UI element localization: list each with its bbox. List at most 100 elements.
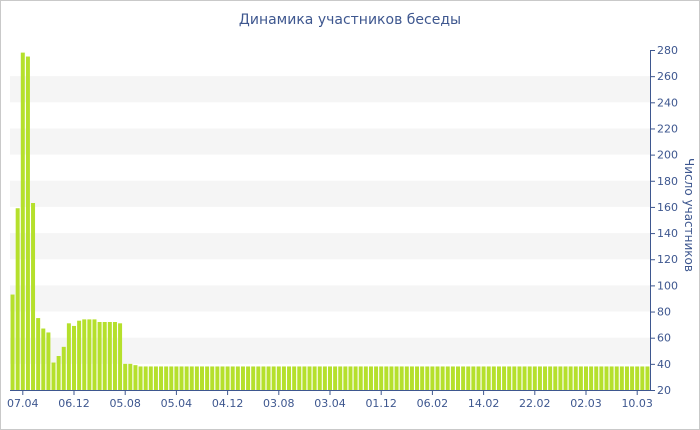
bar[interactable]: [266, 366, 271, 390]
bar[interactable]: [512, 366, 517, 390]
bar[interactable]: [394, 366, 399, 390]
bar[interactable]: [333, 366, 338, 390]
bar[interactable]: [287, 366, 292, 390]
bar[interactable]: [51, 362, 56, 390]
bar[interactable]: [189, 366, 194, 390]
bar[interactable]: [174, 366, 179, 390]
bar[interactable]: [15, 208, 20, 390]
bar[interactable]: [358, 366, 363, 390]
bar[interactable]: [312, 366, 317, 390]
bar[interactable]: [589, 366, 594, 390]
bar[interactable]: [584, 366, 588, 390]
bar[interactable]: [200, 366, 204, 390]
bar[interactable]: [292, 366, 297, 390]
bar[interactable]: [604, 366, 609, 390]
bar[interactable]: [563, 366, 568, 390]
bar[interactable]: [133, 365, 138, 390]
bar[interactable]: [532, 366, 537, 390]
bar[interactable]: [461, 366, 466, 390]
bar[interactable]: [368, 366, 373, 390]
bar[interactable]: [353, 366, 358, 390]
bar[interactable]: [558, 366, 563, 390]
bar[interactable]: [548, 366, 553, 390]
bar[interactable]: [92, 319, 97, 390]
bar[interactable]: [389, 366, 394, 390]
bar[interactable]: [20, 52, 25, 390]
bar[interactable]: [430, 366, 435, 390]
bar[interactable]: [415, 366, 420, 390]
bar[interactable]: [543, 366, 548, 390]
bar[interactable]: [573, 366, 578, 390]
bar[interactable]: [276, 366, 281, 390]
bar[interactable]: [517, 366, 522, 390]
bar[interactable]: [384, 366, 389, 390]
bar[interactable]: [471, 366, 476, 390]
bar[interactable]: [466, 366, 471, 390]
bar[interactable]: [31, 203, 36, 390]
bar[interactable]: [128, 363, 133, 390]
bar[interactable]: [184, 366, 189, 390]
bar[interactable]: [594, 366, 599, 390]
bar[interactable]: [481, 366, 486, 390]
bar[interactable]: [251, 366, 256, 390]
bar[interactable]: [66, 323, 71, 390]
bar[interactable]: [456, 366, 460, 390]
bar[interactable]: [379, 366, 384, 390]
bar[interactable]: [502, 366, 507, 390]
bar[interactable]: [343, 366, 348, 390]
bar[interactable]: [348, 366, 353, 390]
bar[interactable]: [82, 319, 87, 390]
bar[interactable]: [271, 366, 276, 390]
bar[interactable]: [72, 325, 76, 390]
bar[interactable]: [630, 366, 635, 390]
bar[interactable]: [486, 366, 491, 390]
bar[interactable]: [420, 366, 425, 390]
bar[interactable]: [445, 366, 450, 390]
bar[interactable]: [599, 366, 604, 390]
bar[interactable]: [77, 320, 82, 390]
bar[interactable]: [159, 366, 164, 390]
bar[interactable]: [328, 366, 332, 390]
bar[interactable]: [138, 366, 143, 390]
bar[interactable]: [256, 366, 261, 390]
bar[interactable]: [491, 366, 496, 390]
bar[interactable]: [307, 366, 312, 390]
bar[interactable]: [522, 366, 527, 390]
bar[interactable]: [143, 366, 148, 390]
bar[interactable]: [614, 366, 619, 390]
bar[interactable]: [123, 363, 128, 390]
bar[interactable]: [230, 366, 235, 390]
bar[interactable]: [374, 366, 379, 390]
bar[interactable]: [36, 318, 41, 390]
bar[interactable]: [281, 366, 286, 390]
bar[interactable]: [404, 366, 409, 390]
bar[interactable]: [246, 366, 251, 390]
bar[interactable]: [112, 322, 117, 390]
bar[interactable]: [205, 366, 210, 390]
bar[interactable]: [476, 366, 481, 390]
bar[interactable]: [297, 366, 302, 390]
bar[interactable]: [148, 366, 153, 390]
bar[interactable]: [118, 323, 123, 390]
bar[interactable]: [435, 366, 440, 390]
bar[interactable]: [107, 322, 112, 390]
bar[interactable]: [645, 366, 650, 390]
bar[interactable]: [102, 322, 107, 390]
bar[interactable]: [527, 366, 532, 390]
bar[interactable]: [425, 366, 430, 390]
bar[interactable]: [507, 366, 512, 390]
bar[interactable]: [87, 319, 92, 390]
bar[interactable]: [553, 366, 558, 390]
bar[interactable]: [179, 366, 184, 390]
bar[interactable]: [619, 366, 624, 390]
bar[interactable]: [46, 332, 51, 390]
bar[interactable]: [215, 366, 220, 390]
bar[interactable]: [153, 366, 158, 390]
bar[interactable]: [220, 366, 225, 390]
bar[interactable]: [317, 366, 322, 390]
bar[interactable]: [25, 56, 30, 391]
bar[interactable]: [624, 366, 629, 390]
bar[interactable]: [164, 366, 169, 390]
bar[interactable]: [97, 322, 102, 390]
bar[interactable]: [399, 366, 404, 390]
